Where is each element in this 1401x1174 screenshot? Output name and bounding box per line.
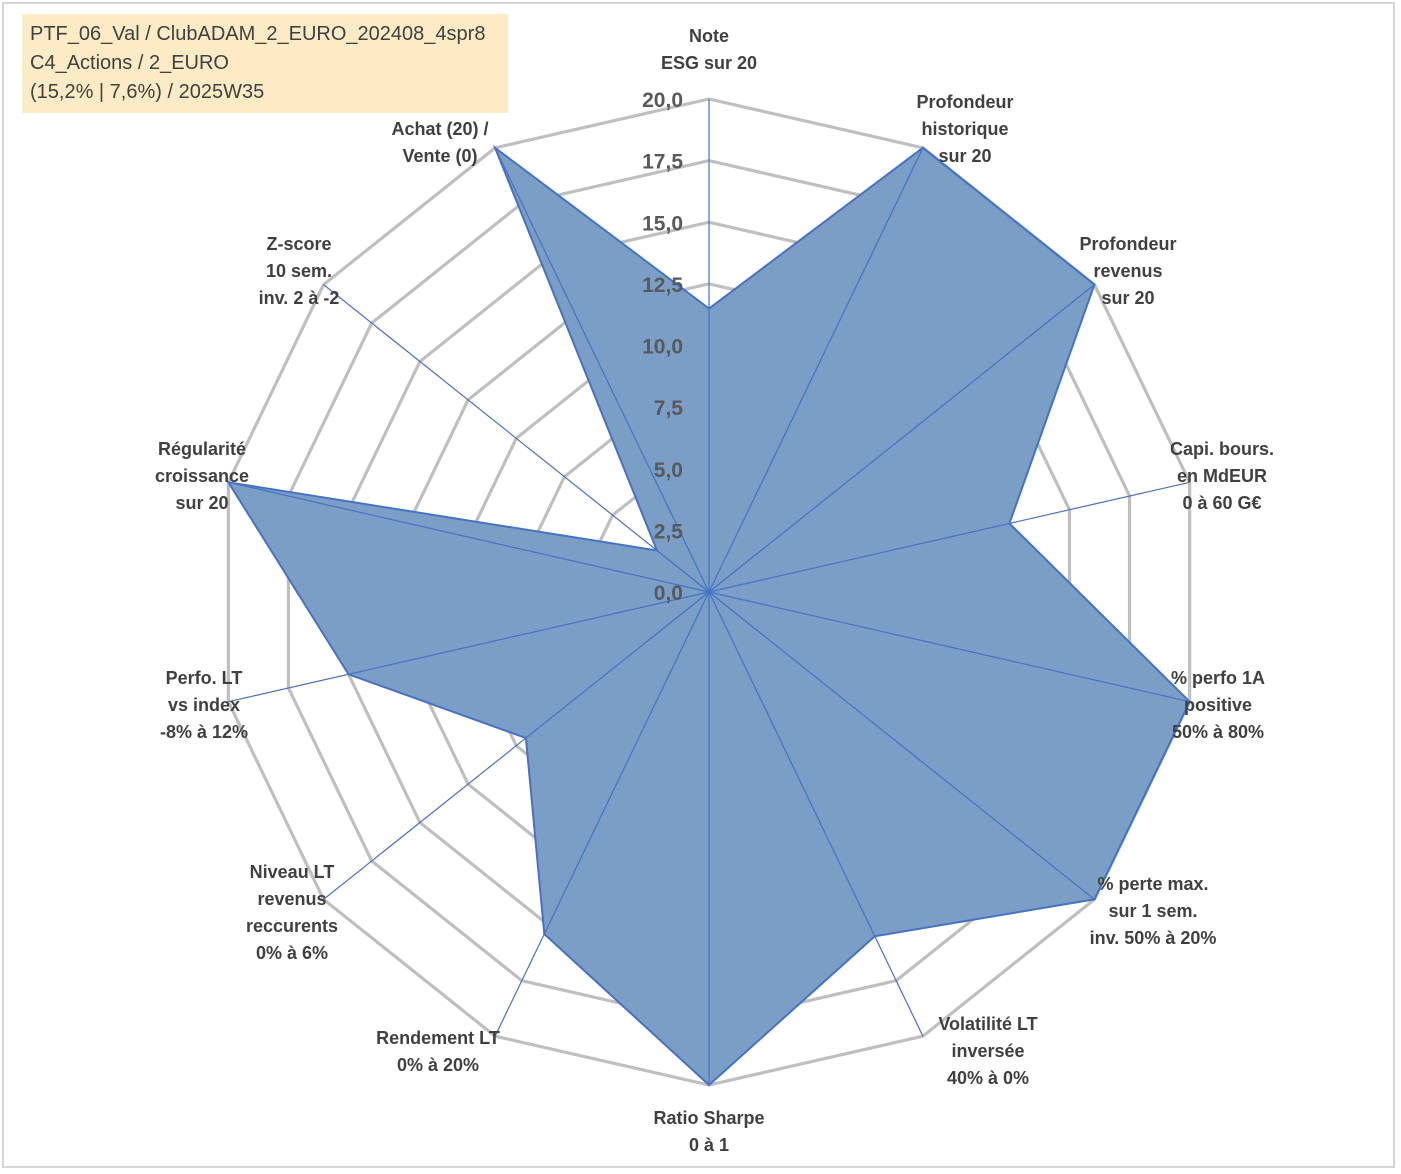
title-line-2: C4_Actions / 2_EURO bbox=[30, 52, 229, 74]
category-label-6: Volatilité LT inversée 40% à 0% bbox=[938, 1014, 1037, 1088]
spoke-2 bbox=[708, 284, 1095, 593]
tick-label-4: 10,0 bbox=[642, 336, 683, 359]
category-label-11: Régularité croissance sur 20 bbox=[155, 439, 249, 513]
chart-title-box: PTF_06_Val / ClubADAM_2_EURO_202408_4spr… bbox=[22, 14, 508, 113]
tick-label-3: 7,5 bbox=[654, 397, 684, 420]
tick-label-0: 0,0 bbox=[654, 582, 683, 605]
title-line-3: (15,2% | 7,6%) / 2025W35 bbox=[30, 81, 265, 103]
category-label-0: Note ESG sur 20 bbox=[661, 26, 757, 73]
category-label-2: Profondeur revenus sur 20 bbox=[1080, 234, 1177, 308]
spoke-9 bbox=[323, 591, 710, 900]
tick-label-5: 12,5 bbox=[642, 274, 683, 297]
spoke-5 bbox=[708, 591, 1095, 900]
category-label-3: Capi. bours. en MdEUR 0 à 60 G€ bbox=[1170, 439, 1274, 513]
spoke-layer bbox=[228, 99, 1190, 1085]
spoke-1 bbox=[708, 147, 924, 593]
tick-labels: 0,0 2,5 5,0 7,5 10,0 12,5 15,0 17,5 20,0 bbox=[642, 89, 683, 605]
spoke-6 bbox=[708, 591, 924, 1037]
spoke-13 bbox=[494, 147, 710, 593]
tick-label-1: 2,5 bbox=[654, 520, 684, 543]
spoke-10 bbox=[228, 591, 710, 703]
spoke-11 bbox=[228, 481, 710, 593]
tick-label-6: 15,0 bbox=[642, 212, 683, 235]
spoke-4 bbox=[708, 591, 1190, 703]
category-label-12: Z-score 10 sem. inv. 2 à -2 bbox=[259, 234, 340, 308]
spoke-3 bbox=[708, 481, 1190, 593]
category-label-1: Profondeur historique sur 20 bbox=[917, 92, 1014, 166]
tick-label-7: 17,5 bbox=[642, 151, 683, 174]
category-label-4: % perfo 1A positive 50% à 80% bbox=[1171, 668, 1265, 742]
category-label-8: Rendement LT 0% à 20% bbox=[376, 1028, 500, 1075]
tick-label-2: 5,0 bbox=[654, 459, 683, 482]
category-label-9: Niveau LT revenus reccurents 0% à 6% bbox=[246, 862, 338, 963]
spoke-12 bbox=[323, 284, 710, 593]
title-line-1: PTF_06_Val / ClubADAM_2_EURO_202408_4spr… bbox=[30, 23, 486, 45]
category-label-10: Perfo. LT vs index -8% à 12% bbox=[160, 668, 248, 742]
tick-label-8: 20,0 bbox=[642, 89, 683, 112]
spoke-8 bbox=[494, 591, 710, 1037]
category-label-7: Ratio Sharpe 0 à 1 bbox=[653, 1108, 764, 1155]
category-label-5: % perte max. sur 1 sem. inv. 50% à 20% bbox=[1090, 874, 1217, 948]
